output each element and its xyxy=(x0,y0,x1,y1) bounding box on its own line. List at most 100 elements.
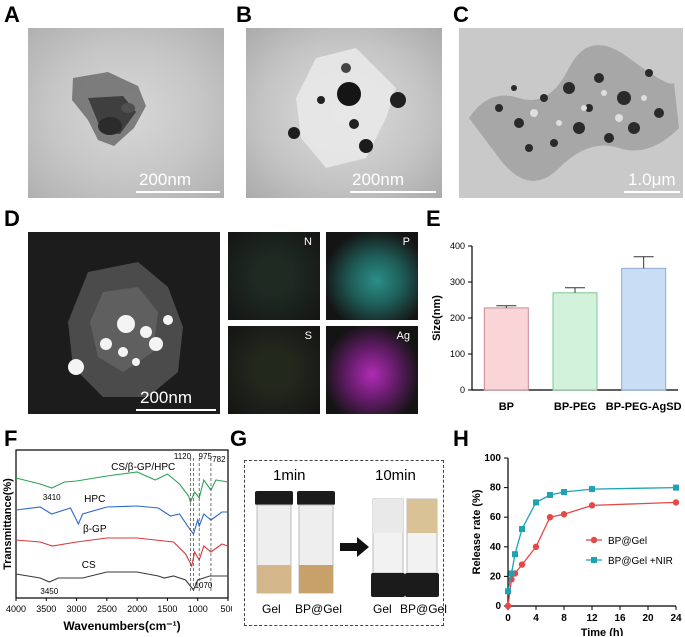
peak-annotation: 1070 xyxy=(195,581,213,590)
vial-label-4: BP@Gel xyxy=(400,602,447,616)
y-tick-label: 100 xyxy=(484,453,501,464)
eds-map-s: S xyxy=(228,326,320,414)
scale-text-b: 200nm xyxy=(352,170,404,189)
x-tick-label: 20 xyxy=(642,613,654,624)
x-tick-label: 0 xyxy=(505,613,511,624)
vial-liquid xyxy=(299,565,333,593)
y-tick-label: 400 xyxy=(450,241,465,251)
y-tick-label: 100 xyxy=(450,349,465,359)
series-line xyxy=(15,571,228,592)
eds-map-n-label: N xyxy=(304,236,312,248)
vial-gel xyxy=(373,499,403,533)
y-axis-label: Transmittance(%) xyxy=(2,478,14,570)
chart-h: 0 20 40 60 80 100 0 4 8 12 16 20 24 Time (h) Release r… xyxy=(471,453,682,636)
scale-text-c: 1.0μm xyxy=(628,170,676,189)
x-tick-label: 2000 xyxy=(127,604,147,614)
scale-bar-a xyxy=(136,191,220,193)
vials-illustration xyxy=(255,491,439,597)
x-tick-label: BP-PEG-AgSD xyxy=(606,401,682,413)
series-label: HPC xyxy=(84,494,105,505)
x-tick-label: 12 xyxy=(586,613,598,624)
peak-annotation: 1120 xyxy=(174,452,192,461)
vial-liquid xyxy=(257,565,291,593)
bar xyxy=(483,307,529,391)
y-tick-label: 300 xyxy=(450,277,465,287)
x-tick-label: 1500 xyxy=(157,604,177,614)
series-line xyxy=(507,501,677,607)
vial-gel xyxy=(407,499,437,533)
panel-label-g: G xyxy=(230,426,248,451)
series-line xyxy=(15,471,229,504)
x-tick-label: 4000 xyxy=(6,604,26,614)
panel-label-d: D xyxy=(4,206,20,231)
legend-marker xyxy=(590,536,598,544)
x-tick-label: BP xyxy=(499,401,514,413)
scale-bar-d xyxy=(136,409,216,411)
time-label-10min: 10min xyxy=(375,467,416,484)
peak-annotation: 3410 xyxy=(43,493,61,502)
panel-label-c: C xyxy=(453,2,469,27)
x-tick-label: 4 xyxy=(533,613,539,624)
legend-label: BP@Gel xyxy=(608,536,647,547)
x-tick-label: 3000 xyxy=(67,604,87,614)
vial-label-2: BP@Gel xyxy=(295,602,342,616)
eds-map-ag: Ag xyxy=(326,326,418,414)
panel-label-h: H xyxy=(453,426,469,451)
x-axis-label: Time (h) xyxy=(581,627,624,636)
x-tick-label: 3500 xyxy=(36,604,56,614)
scale-bar-b xyxy=(350,191,436,193)
scale-text-d: 200nm xyxy=(140,388,192,407)
panel-label-f: F xyxy=(4,426,18,451)
y-tick-label: 60 xyxy=(490,512,502,523)
chart-e: 0 100 200 300 400 Size(nm) BP BP-PEG BP-PEG-AgSD xyxy=(431,241,682,413)
haadf-image-d xyxy=(28,232,220,414)
legend-label: BP@Gel +NIR xyxy=(608,556,673,567)
y-tick-label: 0 xyxy=(460,385,465,395)
y-axis-label: Release rate (%) xyxy=(471,489,483,574)
x-tick-label: BP-PEG xyxy=(554,401,596,413)
haadf-particle-d xyxy=(68,262,183,397)
vial-label-1: Gel xyxy=(262,602,281,616)
bar xyxy=(621,267,667,391)
tem-image-a xyxy=(28,28,224,198)
panel-label-a: A xyxy=(4,2,20,27)
plot-frame xyxy=(15,449,229,599)
y-axis-label: Size(nm) xyxy=(431,295,443,341)
peak-annotation: 3450 xyxy=(40,587,58,596)
peak-annotation: 975 xyxy=(199,452,213,461)
tem-network-c xyxy=(469,45,679,181)
time-label-1min: 1min xyxy=(273,467,306,484)
legend-marker xyxy=(591,557,597,563)
eds-map-s-label: S xyxy=(304,330,312,342)
scale-text-a: 200nm xyxy=(139,170,191,189)
y-tick-label: 40 xyxy=(490,542,502,553)
panel-label-b: B xyxy=(236,2,252,27)
vial-cap xyxy=(255,491,293,505)
vial-label-3: Gel xyxy=(373,602,392,616)
series-line xyxy=(15,537,229,568)
tem-particles-b xyxy=(288,48,406,168)
x-tick-label: 16 xyxy=(614,613,626,624)
vial-cap xyxy=(405,573,439,597)
x-tick-label: 1000 xyxy=(188,604,208,614)
x-tick-label: 8 xyxy=(561,613,567,624)
series-label: CS xyxy=(82,560,96,571)
eds-map-ag-label: Ag xyxy=(396,330,410,342)
eds-map-n: N xyxy=(228,232,320,320)
vial-cap xyxy=(371,573,405,597)
y-tick-label: 0 xyxy=(495,601,501,612)
arrow-icon xyxy=(340,537,369,557)
x-tick-label: 2500 xyxy=(97,604,117,614)
bar xyxy=(552,292,598,391)
eds-map-p: P xyxy=(326,232,418,320)
y-tick-label: 20 xyxy=(490,571,502,582)
x-axis-label: Wavenumbers(cm⁻¹) xyxy=(63,619,180,633)
tem-particle-a xyxy=(72,72,146,146)
y-tick-label: 80 xyxy=(490,483,502,494)
y-tick-label: 200 xyxy=(450,313,465,323)
tem-image-b xyxy=(246,28,442,198)
vial-cap xyxy=(297,491,335,505)
vial-photo-frame: 1min 10min Gel BP@Gel Gel BP@Gel xyxy=(244,460,447,626)
peak-annotation: 782 xyxy=(212,455,226,464)
series-label: CS/β-GP/HPC xyxy=(111,462,175,473)
